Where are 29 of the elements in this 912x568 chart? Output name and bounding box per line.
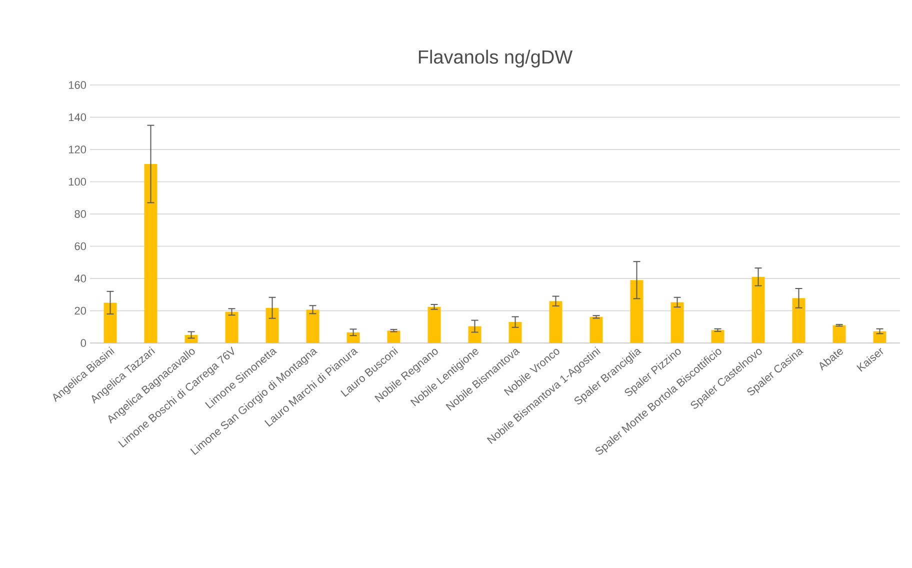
bar	[468, 326, 482, 343]
bar	[752, 276, 765, 343]
y-tick-label: 20	[74, 306, 86, 315]
bar	[630, 280, 644, 343]
bar	[590, 316, 603, 343]
bar	[387, 330, 400, 343]
y-tick-label: 0	[80, 339, 86, 347]
bar	[428, 306, 441, 343]
bar	[346, 332, 360, 343]
bar	[508, 322, 522, 343]
y-tick-label: 40	[74, 274, 86, 282]
y-tick-label: 160	[68, 81, 86, 89]
bar	[711, 330, 724, 343]
bar	[266, 308, 279, 343]
y-tick-label: 60	[74, 242, 86, 250]
bar	[670, 302, 684, 343]
bar	[104, 302, 117, 343]
y-tick-label: 100	[68, 178, 86, 186]
y-tick-label: 120	[68, 146, 86, 154]
bar	[225, 312, 238, 343]
bar	[144, 164, 158, 343]
y-tick-label: 80	[74, 210, 86, 218]
bar	[792, 298, 806, 343]
y-tick-label: 140	[68, 113, 86, 122]
bar	[306, 310, 320, 343]
bar	[873, 331, 886, 343]
bar	[832, 325, 846, 343]
chart-title: Flavanols ng/gDW	[418, 50, 573, 68]
bar	[549, 301, 562, 343]
